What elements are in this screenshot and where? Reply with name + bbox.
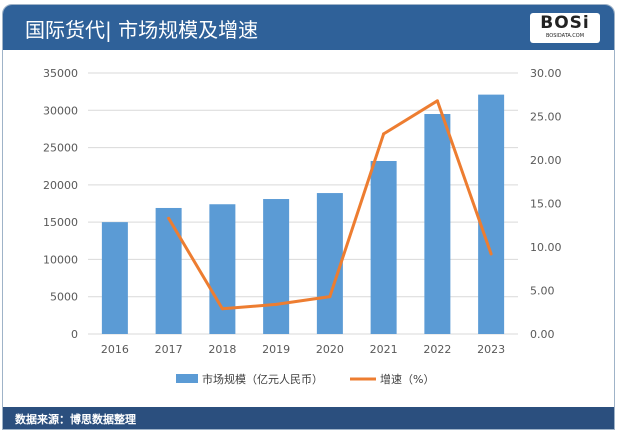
- line-point: [220, 307, 224, 311]
- line-point: [489, 252, 493, 256]
- legend-bar-swatch: [176, 374, 198, 383]
- header: 国际货代| 市场规模及增速 BOSi BOSIDATA.COM: [3, 5, 614, 50]
- right-tick-label: 15.00: [530, 198, 562, 211]
- right-tick-label: 25.00: [530, 111, 562, 124]
- bar: [263, 199, 290, 334]
- source-text: 数据来源：博思数据整理: [15, 413, 136, 426]
- legend-line-label: 增速（%）: [380, 372, 434, 386]
- left-tick-label: 35000: [43, 67, 78, 80]
- line-point: [167, 216, 171, 220]
- right-tick-label: 30.00: [530, 67, 562, 80]
- left-tick-label: 10000: [43, 253, 78, 266]
- left-tick-label: 5000: [50, 291, 78, 304]
- right-tick-label: 0.00: [530, 328, 555, 341]
- right-tick-label: 10.00: [530, 241, 562, 254]
- footer: 数据来源：博思数据整理: [3, 407, 614, 429]
- left-tick-label: 0: [71, 328, 78, 341]
- bar: [478, 94, 505, 334]
- x-tick-label: 2019: [262, 343, 290, 356]
- x-tick-label: 2016: [101, 343, 129, 356]
- bar: [424, 114, 451, 334]
- line-point: [328, 295, 332, 299]
- left-tick-label: 15000: [43, 216, 78, 229]
- left-tick-label: 25000: [43, 142, 78, 155]
- line-point: [382, 132, 386, 136]
- x-tick-label: 2023: [477, 343, 505, 356]
- line-point: [435, 99, 439, 103]
- bar: [155, 207, 182, 334]
- bar: [316, 193, 343, 334]
- x-tick-label: 2022: [423, 343, 451, 356]
- bosi-logo: BOSi BOSIDATA.COM: [530, 13, 600, 43]
- left-tick-label: 20000: [43, 179, 78, 192]
- x-tick-label: 2018: [208, 343, 236, 356]
- line-point: [274, 302, 278, 306]
- x-tick-label: 2017: [155, 343, 183, 356]
- right-tick-label: 5.00: [530, 285, 555, 298]
- bar: [101, 222, 128, 334]
- left-tick-label: 30000: [43, 104, 78, 117]
- chart-frame: 国际货代| 市场规模及增速 BOSi BOSIDATA.COM 数据来源：博思数据…: [2, 4, 615, 430]
- x-tick-label: 2020: [316, 343, 344, 356]
- bar: [370, 160, 397, 334]
- chart-title: 国际货代| 市场规模及增速: [25, 18, 259, 42]
- x-tick-label: 2021: [370, 343, 398, 356]
- bar: [209, 204, 236, 334]
- legend-bar-label: 市场规模（亿元人民币）: [202, 372, 323, 386]
- right-tick-label: 20.00: [530, 154, 562, 167]
